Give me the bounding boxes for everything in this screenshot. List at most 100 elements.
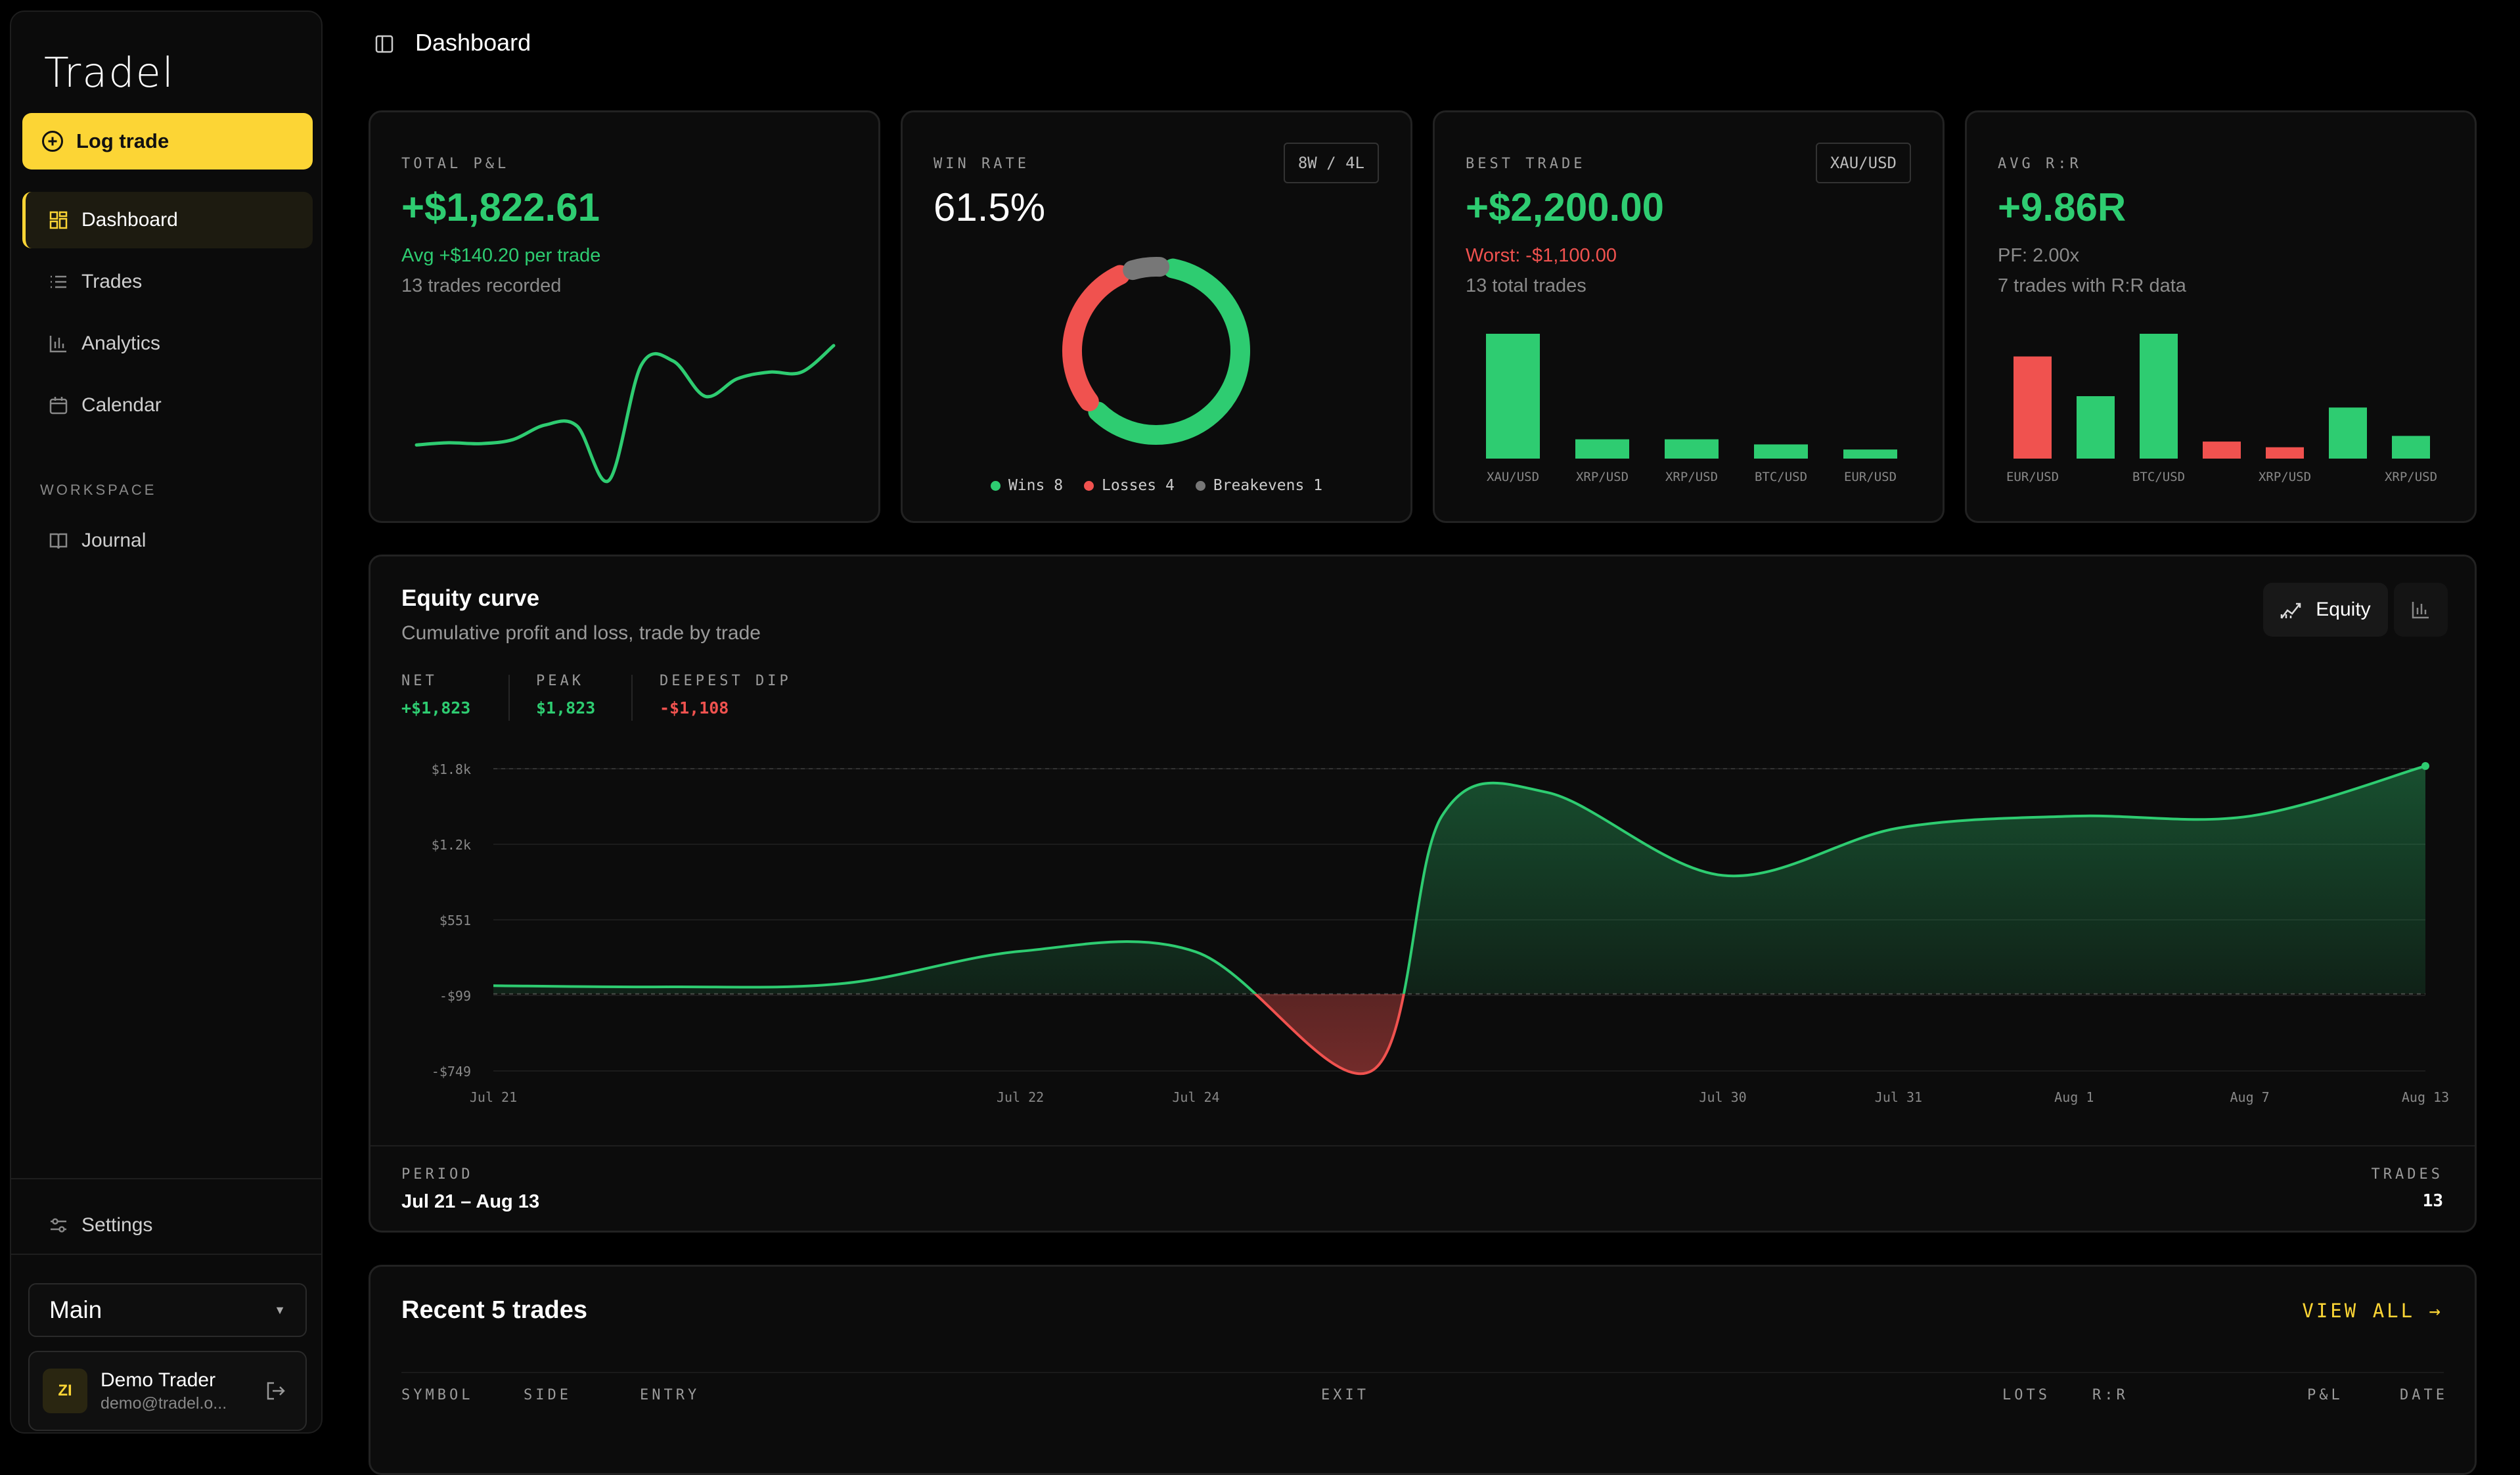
- period-label: PERIOD: [401, 1166, 474, 1183]
- page-title: Dashboard: [415, 29, 531, 56]
- sidebar-divider: [11, 1178, 321, 1179]
- win-rate-value: 61.5%: [934, 185, 1046, 229]
- bar-label: XRP/USD: [1576, 470, 1629, 484]
- col-date[interactable]: DATE: [2400, 1387, 2448, 1403]
- bar-chart-icon: [49, 336, 66, 353]
- bar-view-tab[interactable]: [2394, 583, 2448, 637]
- x-tick: Jul 22: [997, 1089, 1044, 1105]
- donut-breakeven-arc: [1123, 257, 1170, 281]
- y-tick: -$749: [432, 1064, 471, 1079]
- nav-calendar[interactable]: Calendar: [22, 377, 313, 434]
- caret-down-icon: ▼: [274, 1303, 286, 1317]
- account-select-value: Main: [49, 1296, 102, 1323]
- logo[interactable]: Tradel: [44, 49, 175, 97]
- sidebar-toggle-icon[interactable]: [374, 34, 394, 54]
- equity-last-point: [2421, 761, 2429, 770]
- trades-label: TRADES: [2371, 1166, 2443, 1183]
- y-tick: -$99: [439, 988, 471, 1004]
- col-rr[interactable]: R:R: [2092, 1387, 2128, 1403]
- nav-dashboard[interactable]: Dashboard: [22, 192, 313, 248]
- bar-label: XAU/USD: [1487, 470, 1539, 484]
- rr-bar-label: XRP/USD: [2385, 470, 2437, 484]
- nav-analytics-label: Analytics: [81, 332, 161, 354]
- book-icon: [49, 533, 68, 549]
- donut-losses-arc: [1062, 265, 1131, 412]
- col-pnl[interactable]: P&L: [2307, 1387, 2343, 1403]
- rr-bar: [2140, 334, 2178, 459]
- logout-icon[interactable]: [265, 1380, 287, 1402]
- col-entry[interactable]: ENTRY: [640, 1387, 700, 1403]
- equity-area-negative: [1255, 993, 1404, 1074]
- equity-line-positive: [493, 764, 2426, 994]
- equity-tab-label: Equity: [2316, 599, 2371, 620]
- col-side[interactable]: SIDE: [524, 1387, 572, 1403]
- profit-factor: PF: 2.00x: [1998, 245, 2080, 266]
- nav-trades-label: Trades: [81, 271, 143, 292]
- nav-analytics[interactable]: Analytics: [22, 315, 313, 372]
- best-trade-value: +$2,200.00: [1466, 185, 1664, 229]
- nav-journal-label: Journal: [81, 530, 146, 551]
- avatar: ZI: [43, 1369, 87, 1413]
- avg-rr-value: +9.86R: [1998, 185, 2126, 229]
- x-tick: Jul 30: [1699, 1089, 1746, 1105]
- x-tick: Jul 24: [1172, 1089, 1219, 1105]
- x-tick: Jul 21: [470, 1089, 517, 1105]
- rr-bar: [2077, 396, 2115, 459]
- legend-breakevens: Breakevens 1: [1195, 477, 1322, 494]
- workspace-label: WORKSPACE: [40, 482, 157, 498]
- equity-subtitle: Cumulative profit and loss, trade by tra…: [401, 622, 761, 644]
- sidebar: Tradel Log trade Dashboard Trades: [10, 11, 323, 1434]
- bar-label: XRP/USD: [1665, 470, 1718, 484]
- col-exit[interactable]: EXIT: [1321, 1387, 1369, 1403]
- peak-value: $1,823: [536, 698, 596, 717]
- period-value: Jul 21 – Aug 13: [401, 1191, 540, 1212]
- col-lots[interactable]: LOTS: [2002, 1387, 2050, 1403]
- best-trade-label: BEST TRADE: [1466, 156, 1586, 172]
- nav-settings[interactable]: Settings: [22, 1197, 313, 1254]
- nav-journal[interactable]: Journal: [22, 512, 313, 569]
- equity-footer-divider: [371, 1145, 2475, 1146]
- y-tick: $1.2k: [432, 837, 471, 853]
- nav-settings-label: Settings: [81, 1214, 153, 1236]
- user-name: Demo Trader: [101, 1369, 216, 1391]
- equity-title: Equity curve: [401, 585, 540, 611]
- equity-chart: $1.8k $1.2k $551 -$99 -$749 Jul 21 Jul 22 Jul 2…: [432, 761, 2449, 1105]
- trades-recorded: 13 trades recorded: [401, 275, 562, 296]
- total-pnl-label: TOTAL P&L: [401, 156, 510, 172]
- line-chart-icon: [2281, 602, 2301, 619]
- net-value: +$1,823: [401, 698, 471, 717]
- x-tick: Jul 31: [1875, 1089, 1922, 1105]
- recent-trades-card: Recent 5 trades VIEW ALL → SYMBOL SIDE E…: [369, 1265, 2477, 1475]
- rr-bar-label: EUR/USD: [2006, 470, 2059, 484]
- logo-text: Tradel: [44, 49, 175, 97]
- nav-trades[interactable]: Trades: [22, 254, 313, 310]
- win-loss-badge: 8W / 4L: [1283, 143, 1379, 183]
- best-trade-bar: [1843, 449, 1897, 459]
- rr-bars: EUR/USD BTC/USD XRP/USD XRP/USD: [2006, 334, 2437, 484]
- win-rate-donut: [1062, 257, 1250, 445]
- total-pnl-value: +$1,822.61: [401, 185, 600, 229]
- log-trade-button[interactable]: Log trade: [22, 113, 313, 170]
- bar-label: BTC/USD: [1755, 470, 1807, 484]
- donut-wins-arc: [1088, 258, 1250, 445]
- view-all-link[interactable]: VIEW ALL →: [2302, 1300, 2443, 1322]
- avg-per-trade: Avg +$140.20 per trade: [401, 245, 601, 266]
- recent-trades-title: Recent 5 trades: [401, 1296, 588, 1324]
- x-tick: Aug 1: [2054, 1089, 2094, 1105]
- peak-label: PEAK: [536, 673, 584, 689]
- win-rate-card: WIN RATE 8W / 4L 61.5% Wins 8 Losses 4 B…: [901, 110, 1412, 523]
- account-select[interactable]: Main ▼: [28, 1283, 307, 1337]
- plus-circle-icon: [42, 131, 63, 152]
- log-trade-label: Log trade: [76, 129, 169, 152]
- list-icon: [51, 275, 66, 288]
- best-trade-bars: XAU/USD XRP/USD XRP/USD BTC/USD EUR/USD: [1486, 334, 1897, 484]
- user-card[interactable]: ZI Demo Trader demo@tradel.o...: [28, 1351, 307, 1431]
- equity-tab[interactable]: Equity: [2263, 583, 2388, 637]
- legend-wins: Wins 8: [990, 477, 1063, 494]
- nav-dashboard-label: Dashboard: [81, 209, 178, 231]
- rr-bar: [2329, 407, 2367, 459]
- rr-bar-label: XRP/USD: [2259, 470, 2311, 484]
- y-tick: $551: [439, 913, 471, 928]
- col-symbol[interactable]: SYMBOL: [401, 1387, 474, 1403]
- rr-bar-label: BTC/USD: [2132, 470, 2185, 484]
